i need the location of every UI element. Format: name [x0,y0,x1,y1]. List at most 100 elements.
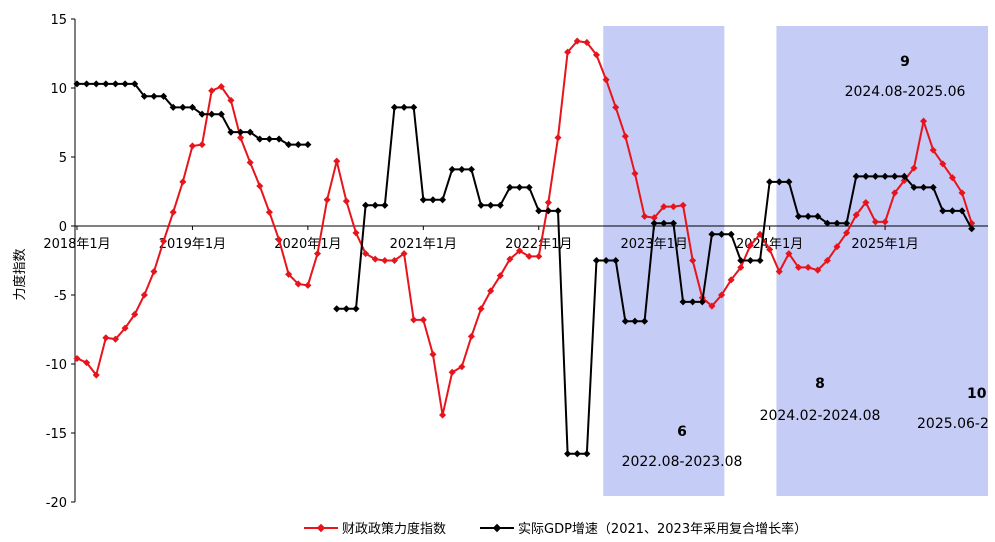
fiscal-series-point [477,305,485,313]
fiscal-series-point [390,256,398,265]
gdp-series-point [968,225,976,233]
fiscal-series-point [381,256,389,265]
annotations: 6 2022.08-2023.08 8 2024.02-2024.08 9 2024.08… [622,54,989,470]
gdp-series-point [554,207,562,215]
fiscal-series-point [602,76,610,84]
y-axis-label: 力度指数 [12,248,28,300]
gdp-series-point [785,178,793,186]
period-number-8: 8 [815,376,825,392]
gdp-series-point [612,256,620,265]
gdp-series-point [756,256,764,265]
fiscal-series-point [612,103,620,111]
gdp-series-point [169,103,177,111]
x-tick-label: 2025年1月 [851,237,918,252]
gdp-series-point [900,172,908,180]
fiscal-series-point [160,237,168,245]
fiscal-series-point [410,316,418,324]
fiscal-series-point [679,201,687,209]
gdp-series-point [823,219,831,227]
gdp-series-point [150,92,158,100]
gdp-series-point [602,256,610,265]
period-number-9: 9 [900,54,910,70]
fiscal-series-point [285,270,293,278]
gdp-series-point [439,196,447,204]
fiscal-series-line [76,40,973,416]
gdp-series-point [362,201,370,209]
gdp-series-point [689,298,697,306]
fiscal-series-point [852,211,860,219]
gdp-series-point [698,298,706,306]
fiscal-series-point [458,363,466,371]
gdp-series-point [650,219,658,227]
x-tick-label: 2018年1月 [43,237,110,252]
gdp-series-point [939,207,947,215]
legend-fiscal-label: 财政政策力度指数 [342,521,446,537]
gdp-series-point [467,165,475,173]
x-tick-label: 2021年1月 [390,237,457,252]
gdp-series-point [669,219,677,227]
gdp-series-point [188,103,196,111]
fiscal-series-point [823,256,831,265]
x-tick-label: 2023年1月 [621,237,688,252]
gdp-series-point [958,207,966,215]
fiscal-series-point [660,203,668,211]
fiscal-series-point [217,83,225,91]
fiscal-series-point [140,291,148,299]
fiscal-series-point [246,158,254,167]
x-tick-label: 2019年1月 [159,237,226,252]
y-tick-label: -5 [54,289,67,304]
fiscal-series-point [467,332,475,340]
gdp-series-point [198,110,206,118]
gdp-series-point [535,207,543,215]
gdp-series-point [525,183,533,191]
fiscal-series-point [592,51,601,59]
x-tick-label: 2020年1月 [274,237,341,252]
fiscal-series-point [208,87,216,95]
gdp-series-point [217,110,225,118]
gdp-series-point [179,103,187,111]
fiscal-series-point [429,350,437,358]
fiscal-series-point [583,38,591,46]
x-tick-label: 2022年1月 [505,237,572,252]
gdp-series-point [371,201,379,209]
gdp-series-point [794,212,803,220]
fiscal-series-point [83,359,91,367]
fiscal-series-point [323,196,331,204]
gdp-series-point [775,178,783,186]
gdp-series-line [77,82,308,146]
fiscal-series-point [843,229,851,237]
gdp-series-point [390,103,398,111]
period-number-10: 10 [967,386,987,402]
fiscal-series-point [689,256,697,265]
legend: 财政政策力度指数 实际GDP增速（2021、2023年采用复合增长率） [304,521,807,537]
gdp-series-point [256,135,264,143]
fiscal-series-point [814,266,822,274]
shaded-period-6 [603,26,725,496]
fiscal-series-point [929,146,937,154]
gdp-series-point [891,172,899,180]
fiscal-series-point [573,37,581,45]
fiscal-series-point [910,164,918,172]
fiscal-series-point [333,157,341,165]
gdp-series-point [73,80,81,88]
gdp-series-point [227,128,235,136]
fiscal-series-point [265,208,273,216]
fiscal-series-point [775,268,783,276]
gdp-series-point [631,317,639,325]
gdp-series-point [294,141,302,149]
gdp-series-point [92,80,100,88]
gdp-series-point [429,196,437,204]
gdp-series-point [564,450,572,458]
fiscal-series-point [794,263,803,271]
y-tick-label: 0 [59,220,67,235]
legend-gdp-swatch-marker [492,523,502,533]
fiscal-series-point [862,199,870,207]
y-tick-label: 5 [59,151,67,166]
fiscal-series-point [621,132,629,140]
y-tick-label: -20 [46,496,67,511]
gdp-series-point [410,103,418,111]
fiscal-series-point [111,335,120,343]
fiscal-series-point [641,212,649,220]
fiscal-series-point [804,263,812,271]
